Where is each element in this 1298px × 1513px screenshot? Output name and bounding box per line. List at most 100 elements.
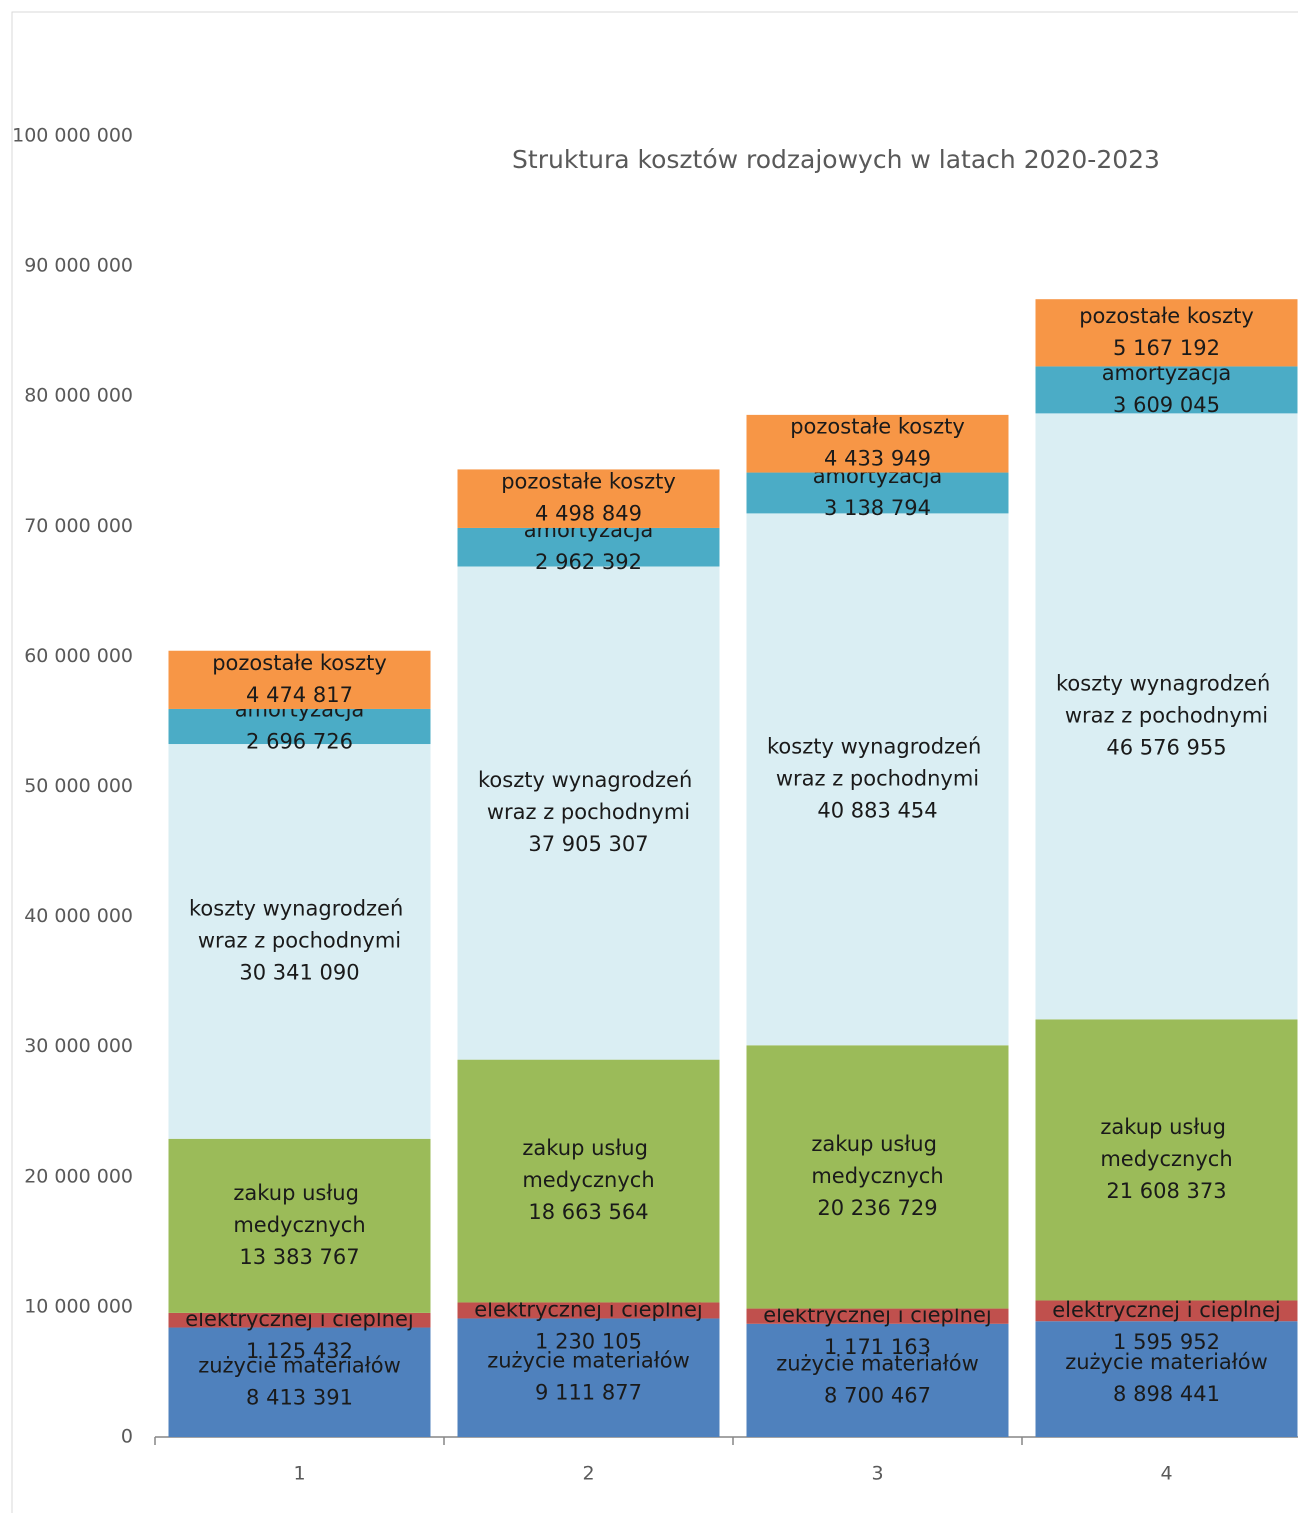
y-tick-label: 0: [121, 1426, 133, 1448]
data-label-name: zakup usług medycznych: [233, 1181, 365, 1237]
bar-segment: [168, 708, 431, 745]
data-label: 20 236 729: [817, 1196, 937, 1220]
bar-segment: [1035, 1300, 1298, 1322]
data-label-name: zużycie materiałów: [487, 1349, 690, 1373]
data-label: 8 700 467: [824, 1383, 931, 1407]
data-label: 4 433 949: [824, 447, 931, 471]
data-label-name: koszty wynagrodzeń wraz z pochodnymi: [478, 768, 699, 824]
data-label: 4 474 817: [246, 683, 353, 707]
data-label: 1 230 105: [535, 1329, 642, 1353]
label-line: pozostałe koszty: [212, 651, 387, 675]
data-label: 1 171 163: [824, 1335, 931, 1359]
data-label: 3 138 794: [824, 496, 931, 520]
data-label: 3 609 045: [1113, 393, 1220, 417]
y-tick-label: 20 000 000: [24, 1165, 133, 1187]
bar-segment: [457, 527, 720, 567]
x-tick-label: 2: [582, 1463, 594, 1485]
data-label-name: zużycie materiałów: [198, 1353, 401, 1377]
chart-border: [11, 11, 1298, 1513]
bar-segment: [746, 1045, 1009, 1309]
data-label: 21 608 373: [1106, 1179, 1226, 1203]
y-tick-label: 10 000 000: [24, 1295, 133, 1317]
bar-segment: [168, 650, 431, 709]
label-line: wraz z pochodnymi: [487, 800, 690, 824]
bar-segment: [168, 1327, 431, 1437]
bar-segment: [457, 1059, 720, 1303]
x-tick-label: 4: [1160, 1463, 1172, 1485]
label-line: zakup usług: [1100, 1115, 1232, 1139]
data-label-name: zakup usług medycznych: [1100, 1115, 1232, 1171]
data-label-name: zakup usług medycznych: [811, 1132, 943, 1188]
label-line: zużycie materiałów: [487, 1349, 690, 1373]
data-label-name: pozostałe koszty: [212, 651, 387, 675]
label-line: zużycie materiałów: [776, 1351, 979, 1375]
data-label-name: koszty wynagrodzeń wraz z pochodnymi: [767, 734, 988, 790]
data-label-name: pozostałe koszty: [501, 470, 676, 494]
data-label: 1 595 952: [1113, 1330, 1220, 1354]
data-label-name: zużycie materiałów: [776, 1351, 979, 1375]
bar-segment: [1035, 1019, 1298, 1301]
label-line: zakup usług: [522, 1136, 654, 1160]
data-label: 1 125 432: [246, 1339, 353, 1363]
label-line: pozostałe koszty: [1079, 304, 1254, 328]
label-line: medycznych: [811, 1164, 943, 1188]
data-label: 5 167 192: [1113, 336, 1220, 360]
y-tick-label: 40 000 000: [24, 905, 133, 927]
label-line: koszty wynagrodzeń: [1056, 671, 1277, 695]
data-label: 8 898 441: [1113, 1382, 1220, 1406]
y-tick-label: 100 000 000: [12, 125, 133, 147]
label-line: wraz z pochodnymi: [198, 928, 401, 952]
label-line: zakup usług: [811, 1132, 943, 1156]
data-label: 18 663 564: [528, 1200, 648, 1224]
label-line: elektrycznej i cieplnej: [1052, 1298, 1280, 1322]
bar-segment: [457, 1302, 720, 1319]
bar-segment: [168, 744, 431, 1139]
data-label: 4 498 849: [535, 502, 642, 526]
y-tick-label: 50 000 000: [24, 775, 133, 797]
label-line: medycznych: [522, 1168, 654, 1192]
bar-segment: [746, 472, 1009, 514]
data-label-name: koszty wynagrodzeń wraz z pochodnymi: [1056, 671, 1277, 727]
bar-segment: [168, 1312, 431, 1328]
label-line: koszty wynagrodzeń: [767, 734, 988, 758]
bar-segment: [168, 1138, 431, 1313]
x-tick-label: 1: [293, 1463, 305, 1485]
label-line: koszty wynagrodzeń: [478, 768, 699, 792]
bar-segment: [457, 566, 720, 1060]
data-label: 2 962 392: [535, 550, 642, 574]
data-label-name: pozostałe koszty: [790, 415, 965, 439]
data-label: 46 576 955: [1106, 735, 1226, 759]
label-line: koszty wynagrodzeń: [189, 896, 410, 920]
bar-segment: [746, 414, 1009, 473]
bar-segment: [1035, 366, 1298, 414]
y-tick-label: 60 000 000: [24, 645, 133, 667]
y-tick-label: 70 000 000: [24, 515, 133, 537]
y-tick-label: 80 000 000: [24, 385, 133, 407]
bar-segment: [746, 513, 1009, 1046]
label-line: pozostałe koszty: [501, 470, 676, 494]
data-label-name: koszty wynagrodzeń wraz z pochodnymi: [189, 896, 410, 952]
label-line: zakup usług: [233, 1181, 365, 1205]
bar-segment: [746, 1323, 1009, 1437]
data-label: 13 383 767: [239, 1245, 359, 1269]
label-line: zużycie materiałów: [1065, 1350, 1268, 1374]
label-line: zużycie materiałów: [198, 1353, 401, 1377]
y-tick-label: 90 000 000: [24, 255, 133, 277]
label-line: wraz z pochodnymi: [1065, 703, 1268, 727]
chart-title: Struktura kosztów rodzajowych w latach 2…: [512, 145, 1160, 174]
bar-segment: [1035, 1321, 1298, 1437]
label-line: medycznych: [233, 1213, 365, 1237]
label-line: pozostałe koszty: [790, 415, 965, 439]
data-label: 30 341 090: [239, 960, 359, 984]
data-label-name: zakup usług medycznych: [522, 1136, 654, 1192]
bar-segment: [457, 1318, 720, 1437]
bar-segment: [1035, 413, 1298, 1020]
x-tick-label: 3: [871, 1463, 883, 1485]
y-tick-label: 30 000 000: [24, 1035, 133, 1057]
data-label: 8 413 391: [246, 1385, 353, 1409]
data-label: 9 111 877: [535, 1381, 642, 1405]
data-label-name: zużycie materiałów: [1065, 1350, 1268, 1374]
data-label-name: pozostałe koszty: [1079, 304, 1254, 328]
bar-segment: [457, 469, 720, 528]
